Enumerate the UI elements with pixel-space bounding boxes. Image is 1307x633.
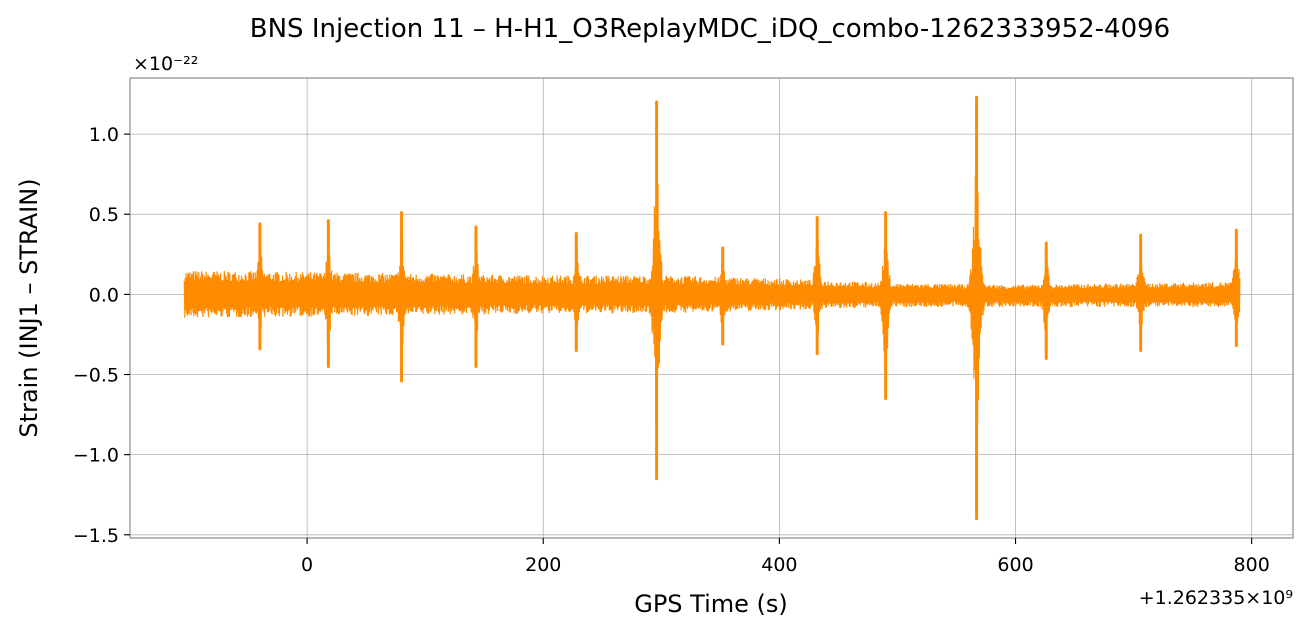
x-offset-label: +1.262335×10⁹ (1139, 587, 1293, 609)
y-tick-label: −0.5 (73, 365, 119, 387)
y-tick-label: −1.0 (73, 445, 119, 467)
axis-ticks: 0 200 400 600 800 1.0 0.5 0.0 −0.5 −1.0 −1.5 (73, 124, 1270, 576)
x-tick-label: 600 (997, 554, 1033, 576)
plot-frame (129, 77, 1294, 539)
chart-title: BNS Injection 11 – H-H1_O3ReplayMDC_iDQ_… (250, 14, 1170, 44)
grid (130, 78, 1293, 538)
x-tick-label: 800 (1234, 554, 1270, 576)
y-scale-label: ×10⁻²² (133, 53, 198, 75)
x-tick-label: 400 (761, 554, 797, 576)
data-series (183, 95, 1241, 521)
strain-noise-line (183, 156, 1241, 476)
x-tick-label: 0 (301, 554, 313, 576)
x-axis-label: GPS Time (s) (634, 590, 788, 618)
y-tick-label: 0.0 (89, 284, 119, 306)
y-tick-label: 1.0 (89, 124, 119, 146)
x-tick-label: 200 (525, 554, 561, 576)
y-tick-label: 0.5 (89, 204, 119, 226)
y-axis-label: Strain (INJ1 – STRAIN) (15, 178, 43, 437)
y-tick-label: −1.5 (73, 525, 119, 547)
